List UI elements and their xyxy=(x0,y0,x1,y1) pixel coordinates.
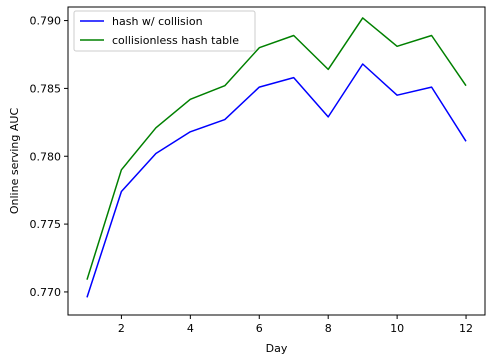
x-axis-ticks: 2 4 6 8 10 12 xyxy=(118,315,473,335)
x-tick-label: 4 xyxy=(187,322,194,335)
legend-label-collisionless-hash-table: collisionless hash table xyxy=(112,34,239,47)
legend-box xyxy=(73,10,256,52)
x-tick-label: 6 xyxy=(256,322,263,335)
y-axis-label: Online serving AUC xyxy=(8,108,21,215)
y-axis-ticks: 0.770 0.775 0.780 0.785 0.790 xyxy=(30,15,68,299)
series-line-collisionless-hash-table xyxy=(86,17,467,280)
series-line-hash-w-collision xyxy=(86,63,467,298)
x-tick-label: 8 xyxy=(325,322,332,335)
y-tick-label: 0.790 xyxy=(30,15,62,28)
y-tick-label: 0.785 xyxy=(30,82,62,95)
y-tick-label: 0.780 xyxy=(30,150,62,163)
legend-label-hash-w-collision: hash w/ collision xyxy=(112,15,203,28)
x-axis-label: Day xyxy=(266,342,288,355)
plot-frame xyxy=(67,6,486,316)
x-tick-label: 10 xyxy=(390,322,404,335)
x-tick-label: 12 xyxy=(459,322,473,335)
y-tick-label: 0.770 xyxy=(30,286,62,299)
series-lines xyxy=(86,17,467,298)
y-tick-label: 0.775 xyxy=(30,218,62,231)
x-tick-label: 2 xyxy=(118,322,125,335)
legend: hash w/ collision collisionless hash tab… xyxy=(73,10,256,52)
